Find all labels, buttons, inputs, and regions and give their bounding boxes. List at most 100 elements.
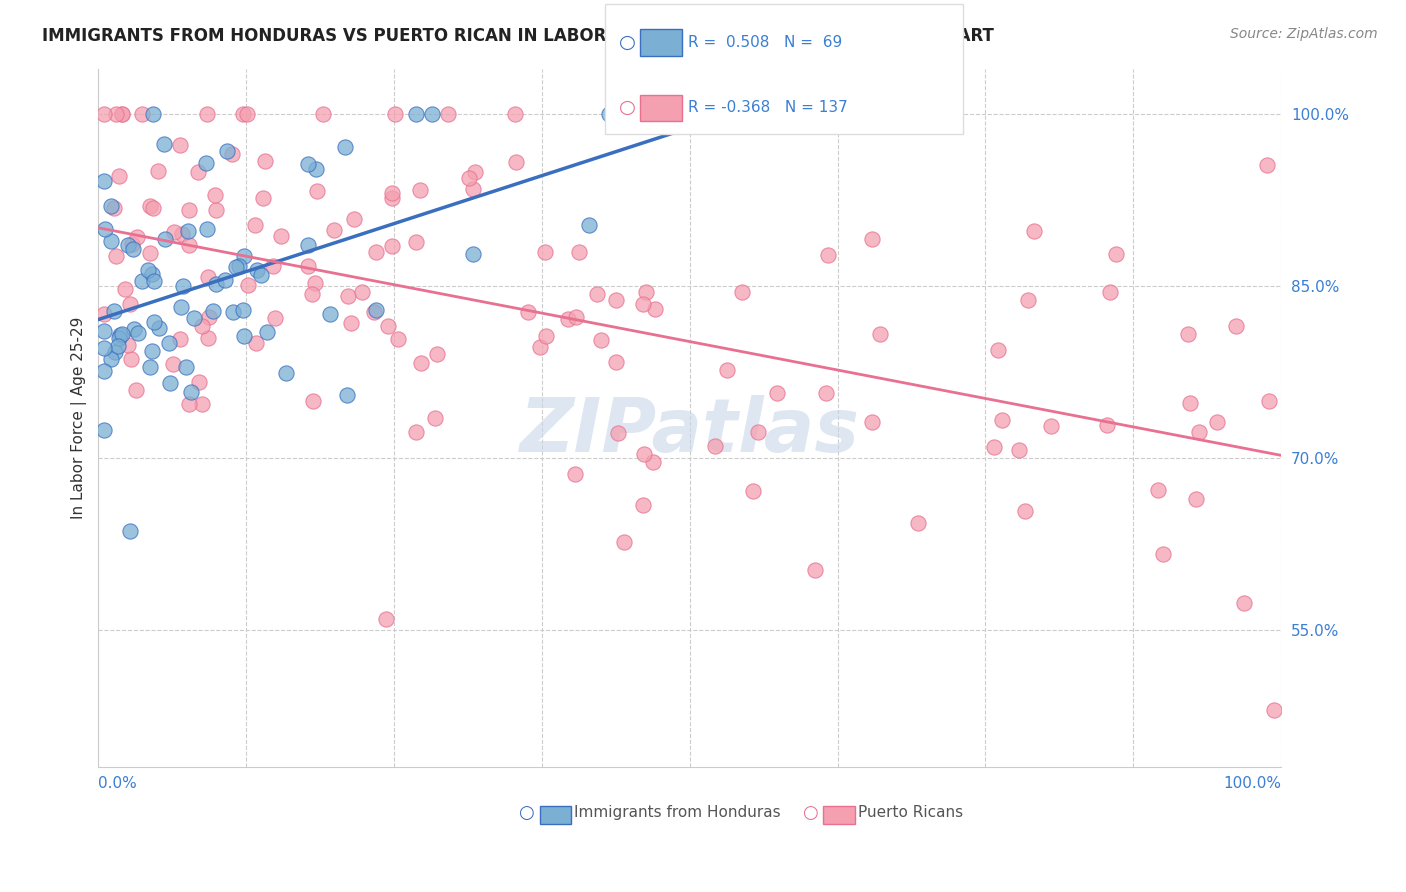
Point bbox=[463, 182, 485, 196]
Point bbox=[420, 107, 443, 121]
Text: 0.0%: 0.0% bbox=[98, 776, 138, 791]
Point bbox=[195, 155, 218, 169]
Point bbox=[464, 165, 486, 179]
Point bbox=[110, 328, 132, 343]
Point bbox=[747, 425, 769, 440]
Point bbox=[336, 388, 359, 402]
Point bbox=[409, 183, 432, 197]
Point bbox=[120, 524, 142, 539]
Point bbox=[169, 138, 191, 153]
Point bbox=[425, 410, 447, 425]
Point bbox=[245, 335, 267, 350]
Point bbox=[204, 188, 226, 202]
Point bbox=[120, 297, 142, 311]
Point bbox=[139, 359, 162, 374]
Point bbox=[304, 276, 326, 290]
Point bbox=[170, 227, 193, 241]
Point bbox=[405, 107, 427, 121]
Point bbox=[180, 385, 202, 400]
Point bbox=[516, 304, 538, 318]
Point bbox=[1040, 419, 1063, 434]
Point bbox=[228, 259, 250, 273]
Point bbox=[598, 107, 620, 121]
Point bbox=[110, 326, 132, 341]
Point bbox=[350, 285, 373, 299]
Point bbox=[534, 328, 557, 343]
Point bbox=[233, 329, 256, 343]
Point bbox=[93, 174, 115, 188]
Point bbox=[246, 263, 269, 277]
Text: ○: ○ bbox=[619, 32, 636, 52]
Point bbox=[94, 222, 117, 236]
Point bbox=[243, 218, 266, 232]
Point bbox=[120, 351, 142, 366]
Point bbox=[187, 165, 209, 179]
Point bbox=[703, 439, 725, 453]
Point bbox=[221, 146, 243, 161]
Point bbox=[225, 260, 247, 274]
Point bbox=[741, 484, 763, 499]
Point bbox=[405, 425, 427, 439]
Point bbox=[564, 310, 586, 325]
Text: ○: ○ bbox=[519, 804, 534, 822]
Point bbox=[197, 269, 219, 284]
Point bbox=[138, 199, 160, 213]
Text: ZIPatlas: ZIPatlas bbox=[520, 395, 859, 468]
Point bbox=[1225, 318, 1247, 333]
Point bbox=[1008, 442, 1031, 457]
Point bbox=[195, 222, 218, 236]
Point bbox=[250, 268, 273, 282]
Point bbox=[381, 191, 404, 205]
Point bbox=[177, 223, 200, 237]
Point bbox=[142, 274, 165, 288]
Point bbox=[252, 191, 274, 205]
Point bbox=[157, 336, 180, 351]
Point bbox=[381, 186, 404, 201]
Point bbox=[1233, 596, 1256, 610]
Point bbox=[636, 285, 658, 299]
Point bbox=[1177, 327, 1199, 342]
Point bbox=[804, 562, 827, 576]
FancyBboxPatch shape bbox=[824, 805, 855, 824]
Point bbox=[814, 386, 837, 401]
Point bbox=[1105, 247, 1128, 261]
Text: ○: ○ bbox=[619, 97, 636, 117]
Point bbox=[169, 300, 191, 314]
Point bbox=[139, 246, 162, 260]
Point bbox=[169, 332, 191, 346]
Point bbox=[100, 351, 122, 366]
Point bbox=[141, 343, 163, 358]
Point bbox=[384, 107, 406, 121]
Point bbox=[262, 260, 284, 274]
Point bbox=[641, 455, 664, 469]
Point bbox=[505, 154, 527, 169]
Point bbox=[205, 203, 228, 218]
Point bbox=[1188, 425, 1211, 440]
Point bbox=[1152, 547, 1174, 561]
Point bbox=[100, 234, 122, 248]
Point bbox=[136, 263, 159, 277]
Point bbox=[202, 303, 225, 318]
Point bbox=[111, 107, 134, 121]
Point bbox=[297, 237, 319, 252]
Point bbox=[204, 277, 226, 292]
Point bbox=[232, 303, 254, 318]
Point bbox=[1263, 703, 1285, 717]
Text: Puerto Ricans: Puerto Ricans bbox=[858, 805, 963, 820]
Point bbox=[172, 279, 194, 293]
Point bbox=[557, 311, 579, 326]
Point bbox=[426, 347, 449, 361]
Point bbox=[319, 307, 342, 321]
Point bbox=[817, 247, 839, 261]
Point bbox=[177, 238, 200, 252]
Point bbox=[731, 285, 754, 300]
Point bbox=[613, 534, 636, 549]
Point bbox=[125, 383, 148, 397]
Point bbox=[366, 245, 388, 260]
Point bbox=[457, 171, 479, 186]
Point bbox=[256, 325, 278, 339]
Point bbox=[131, 274, 153, 288]
Point bbox=[461, 246, 484, 260]
Point bbox=[312, 107, 335, 121]
Point bbox=[534, 244, 557, 259]
